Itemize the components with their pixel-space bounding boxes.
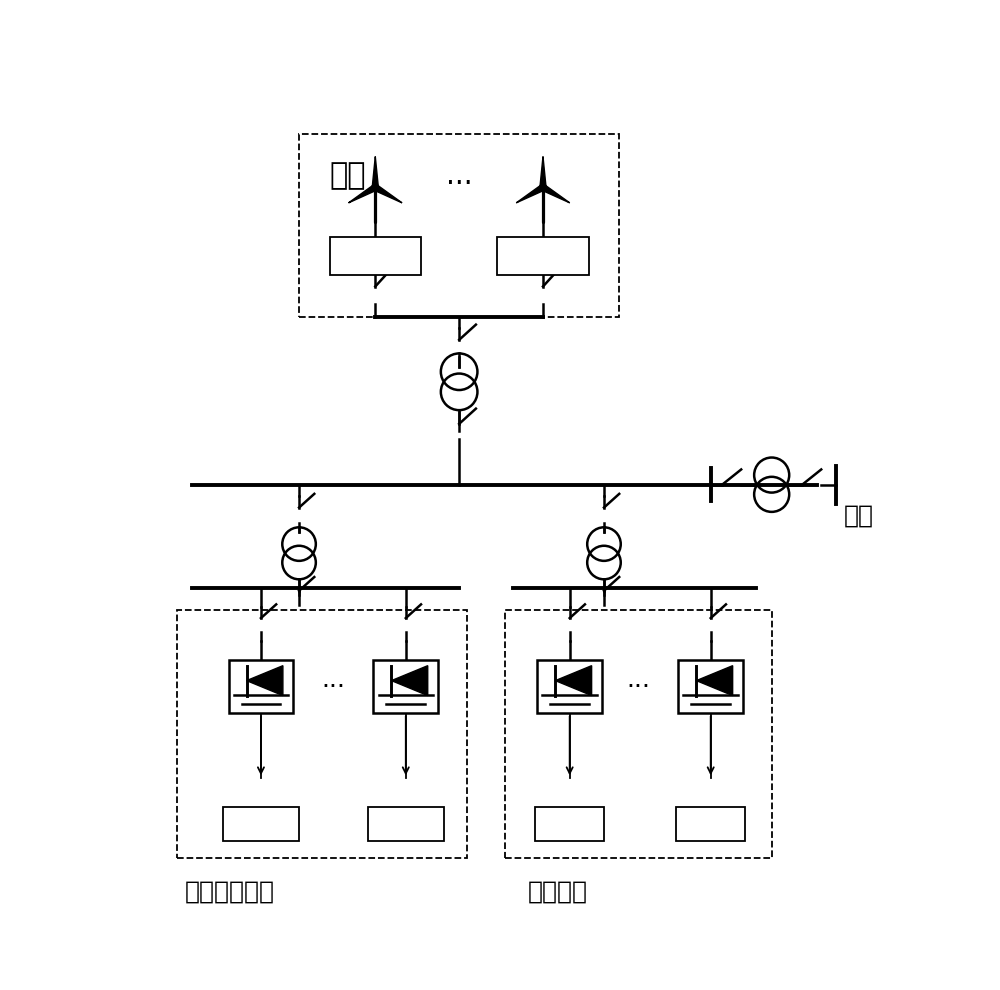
Text: 电池组: 电池组 bbox=[557, 817, 582, 831]
Text: 电池储能: 电池储能 bbox=[528, 879, 588, 904]
Text: 风电: 风电 bbox=[330, 160, 366, 190]
Bar bbox=[373, 660, 438, 714]
Bar bbox=[368, 807, 444, 842]
Bar bbox=[223, 807, 299, 842]
Polygon shape bbox=[555, 665, 592, 696]
Polygon shape bbox=[391, 665, 428, 696]
Text: AC/DC/AC: AC/DC/AC bbox=[347, 249, 404, 262]
Text: 电池组: 电池组 bbox=[698, 817, 723, 831]
Text: ···: ··· bbox=[321, 675, 345, 699]
Bar bbox=[537, 660, 602, 714]
Bar bbox=[229, 660, 293, 714]
Polygon shape bbox=[540, 156, 546, 187]
Text: 超级电容: 超级电容 bbox=[244, 817, 278, 831]
Text: 超级电容储能: 超级电容储能 bbox=[185, 879, 275, 904]
Bar bbox=[676, 807, 745, 842]
Bar bbox=[535, 807, 604, 842]
Bar bbox=[330, 237, 421, 275]
Polygon shape bbox=[541, 185, 570, 203]
Polygon shape bbox=[374, 185, 402, 203]
Bar bbox=[497, 237, 589, 275]
Text: AC/DC/AC: AC/DC/AC bbox=[514, 249, 572, 262]
Bar bbox=[678, 660, 743, 714]
Text: ···: ··· bbox=[446, 169, 472, 198]
Polygon shape bbox=[349, 185, 377, 203]
Text: ···: ··· bbox=[626, 675, 650, 699]
Polygon shape bbox=[516, 185, 545, 203]
Polygon shape bbox=[372, 156, 378, 187]
Text: 电网: 电网 bbox=[844, 503, 874, 528]
Polygon shape bbox=[247, 665, 283, 696]
Circle shape bbox=[540, 184, 546, 191]
Bar bbox=[177, 611, 467, 858]
Polygon shape bbox=[696, 665, 733, 696]
Bar bbox=[505, 611, 772, 858]
Circle shape bbox=[372, 184, 379, 191]
Bar bbox=[299, 134, 619, 317]
Text: 超级电容: 超级电容 bbox=[389, 817, 423, 831]
